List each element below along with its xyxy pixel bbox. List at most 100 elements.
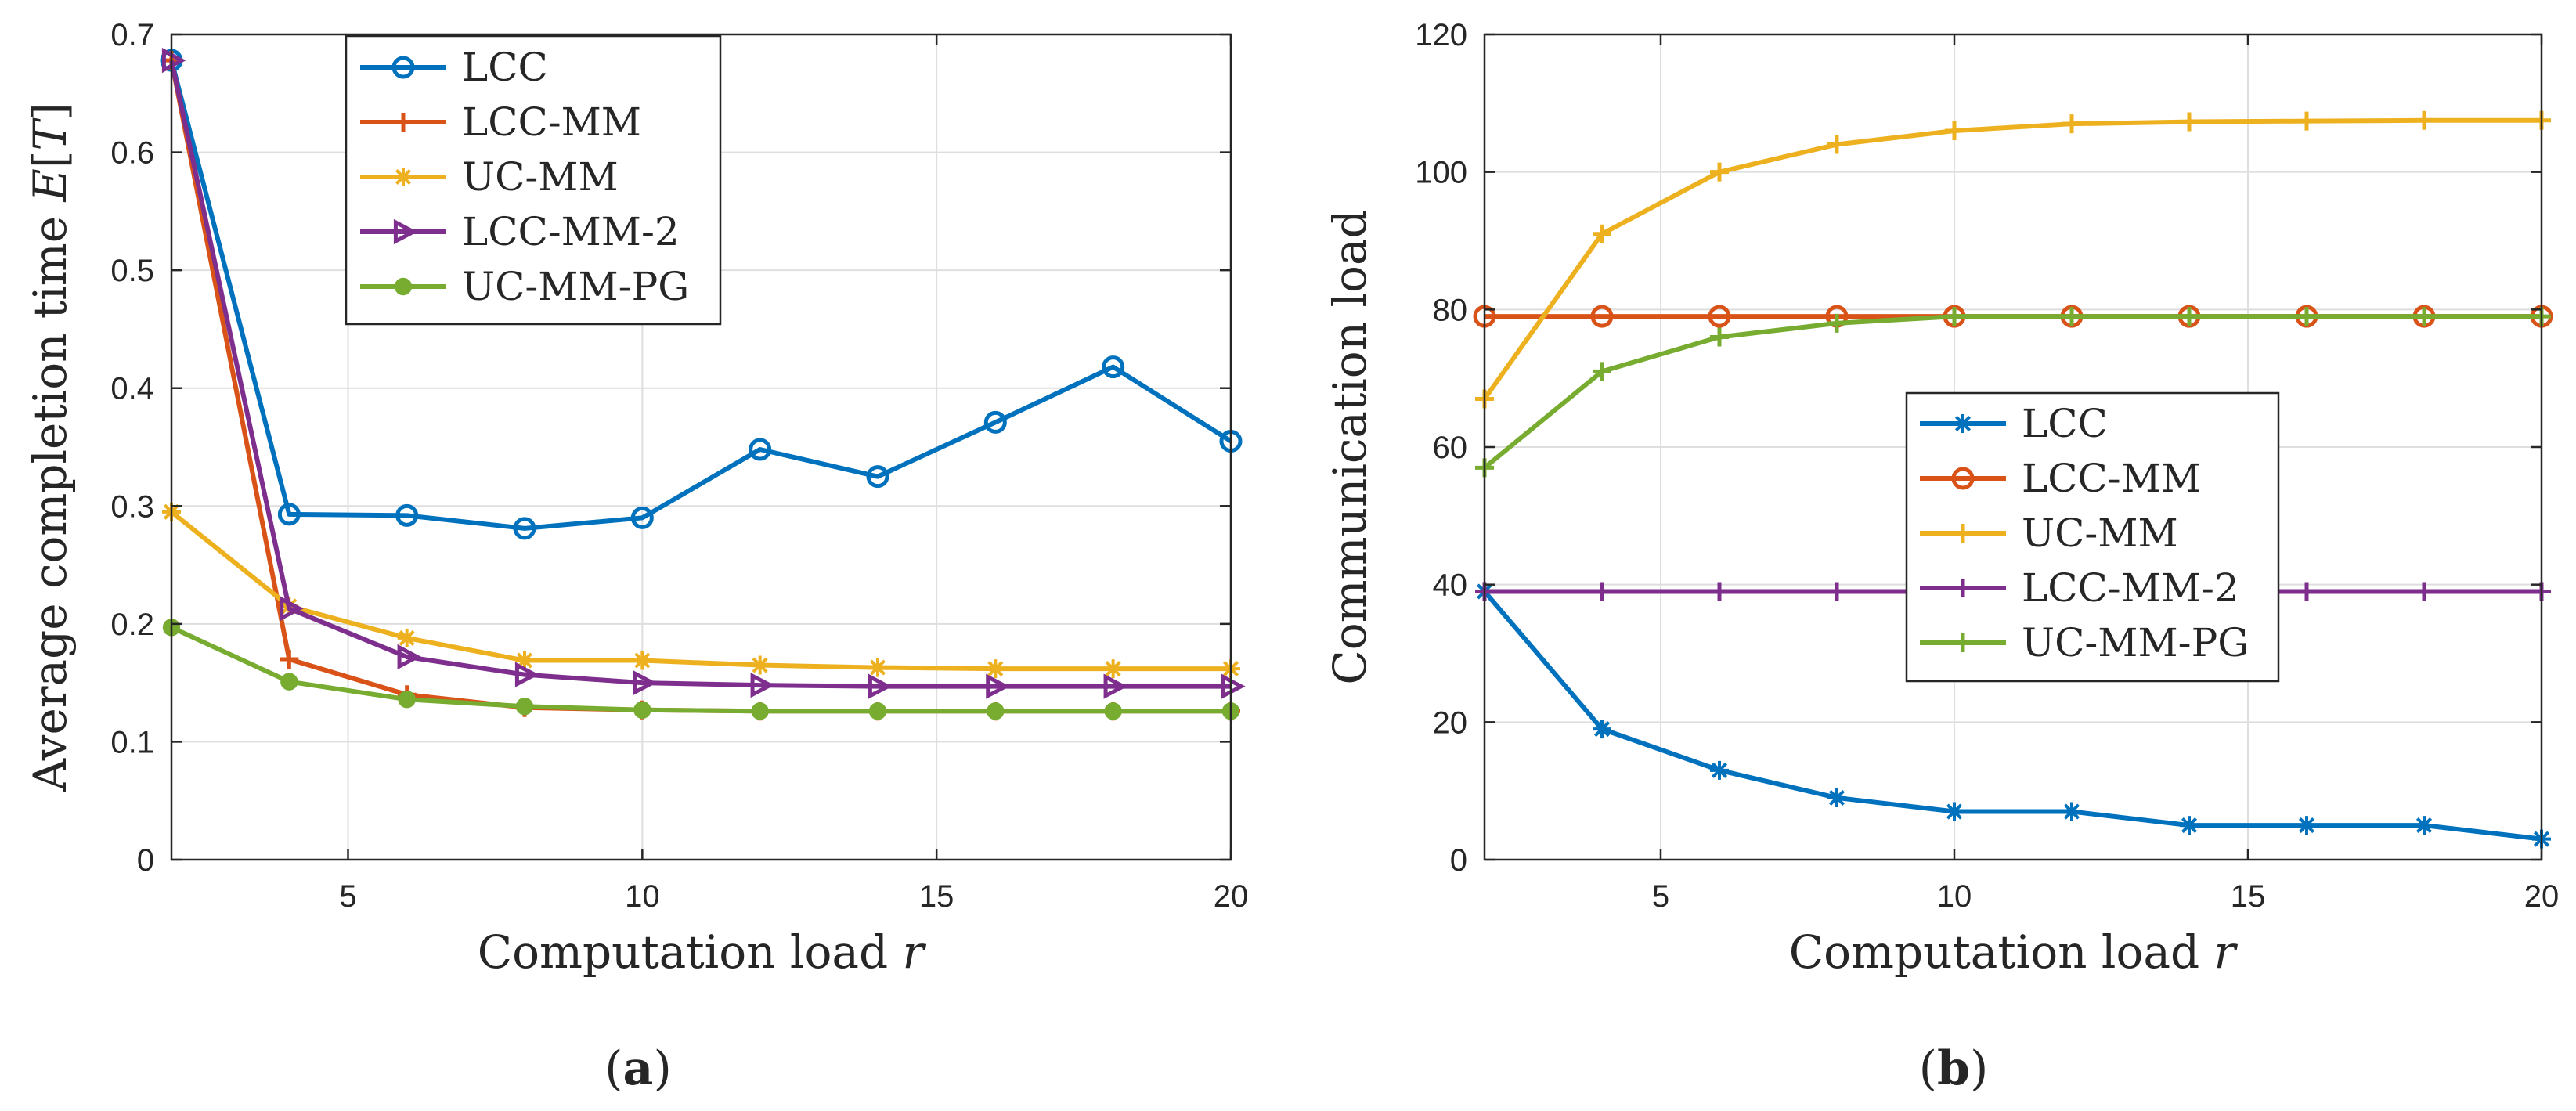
chart-a-y-tick-label: 0.5 xyxy=(110,254,154,288)
chart-a-legend-entry: LCC-MM-2 xyxy=(360,209,680,254)
chart-b-data-point xyxy=(1827,788,1846,807)
chart-a-data-point xyxy=(280,596,304,622)
chart-a-data-point xyxy=(750,655,770,675)
chart-b-data-point xyxy=(1593,582,1611,601)
chart-a-series-uc-mm-pg xyxy=(162,619,1240,720)
chart-a-legend-marker xyxy=(391,56,415,79)
chart-a-data-point xyxy=(633,701,651,719)
chart-b-x-tick-label: 5 xyxy=(1652,879,1669,914)
chart-a-data-point xyxy=(1221,673,1246,699)
chart-b-data-point xyxy=(2415,582,2433,601)
chart-a-data-point xyxy=(397,644,422,670)
chart-a-data-point xyxy=(630,506,654,529)
chart-a-data-point xyxy=(868,658,887,677)
chart-b-legend-marker xyxy=(1954,633,1972,652)
chart-b-data-point xyxy=(1710,582,1729,601)
chart-b-data-point xyxy=(2415,110,2433,130)
chart-a-data-point xyxy=(280,650,299,669)
chart-b-data-point xyxy=(2415,307,2433,326)
chart-a-series-line xyxy=(169,60,1231,689)
chart-b-x-tick-label: 20 xyxy=(2524,879,2560,914)
chart-b-x-axis-label: Computation load r xyxy=(1789,925,2239,979)
chart-a-data-point xyxy=(868,673,893,699)
chart-a-data-point xyxy=(751,702,769,720)
chart-b-legend-marker xyxy=(1954,524,1972,543)
chart-a-y-tick-label: 0 xyxy=(137,843,154,878)
chart-a-axes-box xyxy=(170,33,1232,861)
chart-a-legend: LCC LCC-MM UC-MM LCC-MM-2 UC-MM-PG xyxy=(345,34,722,326)
chart-a-ticks: 5 10 15 20 0 0.1 0.2 0.3 0.4 0.5 0.6 0.7 xyxy=(110,18,1248,914)
chart-a-y-tick-label: 0.3 xyxy=(110,489,154,524)
chart-b-data-point xyxy=(2297,307,2316,326)
chart-b-series-line xyxy=(1482,590,2542,842)
chart-a-data-point xyxy=(1103,659,1123,679)
chart-b-series-line xyxy=(1483,314,2542,470)
chart-b-y-tick-label: 80 xyxy=(1433,293,1468,327)
chart-a-series-line xyxy=(170,510,1231,672)
chart-a-legend-marker xyxy=(394,113,413,132)
chart-b-data-point xyxy=(1945,121,1964,140)
chart-a-data-point xyxy=(397,628,417,647)
chart-a-legend-marker xyxy=(394,168,413,186)
chart-b-data-point xyxy=(1593,720,1611,739)
chart-b-y-tick-label: 20 xyxy=(1433,705,1468,740)
chart-a: 5 10 15 20 0 0.1 0.2 0.3 0.4 0.5 0.6 0.7 Computatio… xyxy=(23,18,1248,1096)
chart-b-data-point xyxy=(2062,307,2081,326)
chart-a-series-line xyxy=(169,60,1232,531)
chart-b-series-line xyxy=(1482,117,2542,401)
chart-a-data-point xyxy=(1103,673,1128,699)
chart-a-data-point xyxy=(749,438,772,461)
chart-a-legend-label: UC-MM-PG xyxy=(462,264,689,309)
chart-a-data-point xyxy=(398,691,416,709)
chart-b-legend: LCC LCC-MM UC-MM LCC-MM-2 UC-MM-PG xyxy=(1905,391,2280,683)
chart-a-data-point xyxy=(514,662,539,687)
chart-a-legend-entry: LCC-MM xyxy=(360,99,641,145)
chart-a-data-point xyxy=(395,503,419,527)
chart-a-data-point xyxy=(633,651,652,670)
chart-b-y-tick-label: 0 xyxy=(1450,843,1467,878)
chart-a-series-lcc xyxy=(160,49,1243,540)
chart-b-data-point xyxy=(2062,802,2081,821)
caption-a: (a) xyxy=(604,1041,672,1096)
chart-a-data-point xyxy=(983,410,1007,434)
chart-a-y-tick-label: 0.6 xyxy=(110,136,154,171)
chart-b-data-point xyxy=(1593,224,1611,243)
chart-a-series-lcc-mm-2 xyxy=(161,47,1246,699)
chart-a-data-point xyxy=(986,673,1010,699)
chart-a-data-point xyxy=(633,670,657,696)
chart-b-series-lcc xyxy=(1475,582,2551,849)
chart-b-series-uc-mm xyxy=(1475,110,2551,409)
chart-b-legend-box xyxy=(1905,391,2280,683)
chart-b-legend-label: LCC-MM-2 xyxy=(2022,565,2239,611)
chart-a-data-point xyxy=(868,702,887,720)
chart-a-series xyxy=(160,47,1246,721)
chart-a-legend-label: LCC xyxy=(462,45,548,90)
chart-b-legend-label: UC-MM-PG xyxy=(2022,620,2249,666)
chart-a-data-point xyxy=(515,698,534,716)
chart-a-data-point xyxy=(986,659,1005,679)
chart-a-legend-marker xyxy=(394,277,413,296)
chart-b-ticks: 5 10 15 20 0 20 40 60 80 100 120 xyxy=(1415,18,2559,914)
chart-b-data-point xyxy=(2297,582,2316,601)
chart-a-legend-marker xyxy=(393,218,418,245)
chart-b-y-tick-label: 40 xyxy=(1433,568,1468,603)
chart-b-y-tick-label: 60 xyxy=(1433,431,1468,465)
chart-b-x-tick-label: 10 xyxy=(1937,879,1972,914)
chart-b-data-point xyxy=(2062,114,2081,134)
chart-a-data-point xyxy=(277,503,301,526)
chart-a-data-point xyxy=(513,517,536,540)
caption-b: (b) xyxy=(1919,1041,1989,1096)
chart-b-data-point xyxy=(1710,327,1729,347)
chart-b-legend-label: UC-MM xyxy=(2022,510,2178,556)
chart-a-legend-label: LCC-MM xyxy=(462,99,641,145)
chart-b-x-tick-label: 15 xyxy=(2231,879,2266,914)
chart-b-data-point xyxy=(1827,313,1846,333)
chart-b-data-point xyxy=(1945,802,1964,821)
chart-a-series-line xyxy=(170,625,1231,714)
chart-b-legend-label: LCC-MM xyxy=(2022,456,2201,501)
chart-b-data-point xyxy=(1710,760,1729,780)
chart-b-data-point xyxy=(1590,305,1614,328)
chart-b-legend-label: LCC xyxy=(2022,401,2108,446)
chart-b: 5 10 15 20 0 20 40 60 80 100 120 Computation load … xyxy=(1323,18,2559,1096)
